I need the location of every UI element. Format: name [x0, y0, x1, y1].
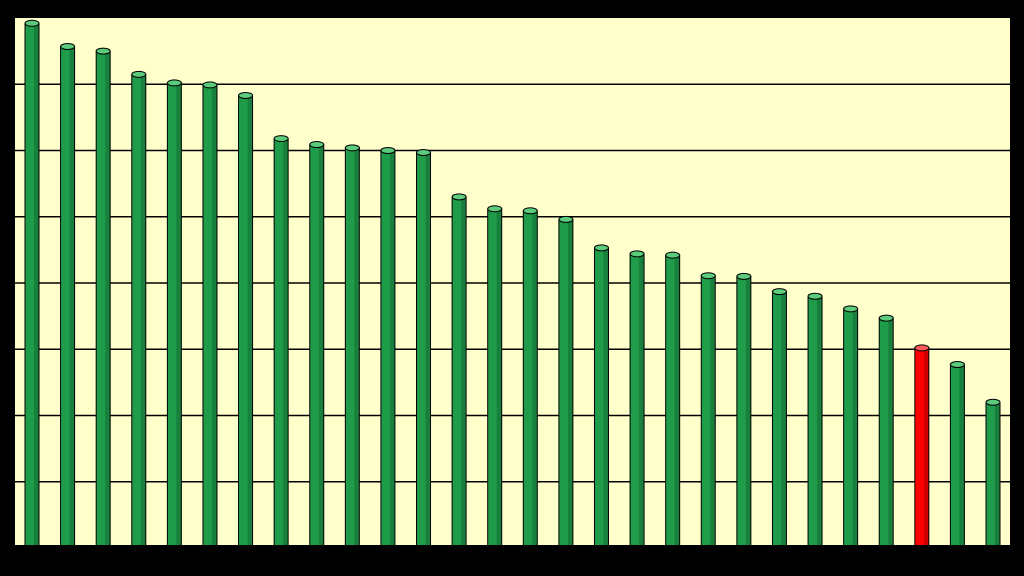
- bar-cap: [273, 135, 289, 143]
- bar-16: [558, 215, 574, 550]
- bar-shading: [34, 23, 39, 550]
- bar-cap: [202, 81, 218, 89]
- bar-shading: [781, 291, 787, 549]
- bar-shading: [817, 296, 823, 549]
- bar-11: [380, 147, 396, 550]
- bar-shading: [105, 51, 111, 549]
- bar-shading: [354, 147, 360, 549]
- bar-shading: [567, 219, 573, 549]
- bar-shading: [211, 84, 217, 549]
- bar-1: [24, 19, 40, 550]
- bar-3: [95, 47, 111, 550]
- bar-cap: [522, 207, 538, 215]
- bar-cap: [309, 141, 325, 149]
- bar-shading: [140, 74, 146, 549]
- bar-10: [344, 144, 360, 550]
- bar-cap: [807, 292, 823, 300]
- bar-cap: [487, 205, 503, 213]
- bar-shading: [461, 196, 467, 549]
- bar-cap: [843, 305, 859, 313]
- bar-highlighted: [914, 344, 930, 550]
- bar-cap: [914, 344, 930, 352]
- bar-shading: [674, 255, 680, 550]
- bar-14: [487, 205, 503, 550]
- bar-cap: [629, 250, 645, 258]
- bar-shading: [496, 208, 502, 550]
- bar-20: [700, 272, 716, 550]
- bar-27: [949, 360, 965, 550]
- bar-5: [166, 79, 182, 550]
- bar-shading: [995, 402, 1000, 549]
- bar-shading: [923, 347, 929, 549]
- bar-7: [238, 92, 254, 550]
- bar-shading: [888, 318, 894, 549]
- bar-8: [273, 135, 289, 550]
- bar-shading: [710, 275, 716, 549]
- bar-4: [131, 70, 147, 550]
- bar-cap: [771, 288, 787, 296]
- bar-12: [416, 148, 432, 550]
- bar-shading: [532, 210, 538, 549]
- bar-21: [736, 272, 752, 550]
- bar-cap: [700, 272, 716, 280]
- bar-shading: [283, 138, 289, 549]
- bar-cap: [131, 70, 147, 78]
- bar-shading: [425, 152, 431, 550]
- bar-28: [985, 398, 1001, 550]
- x-axis-floor: [14, 545, 1010, 555]
- bar-cap: [665, 251, 681, 259]
- bar-shading: [176, 82, 182, 550]
- bar-shading: [69, 46, 75, 550]
- bar-17: [593, 244, 609, 550]
- bar-cap: [380, 147, 396, 154]
- bar-cap: [985, 398, 1001, 406]
- bar-cap: [24, 19, 40, 27]
- bar-shading: [389, 150, 395, 549]
- bar-shading: [639, 253, 645, 549]
- bar-cap: [95, 47, 111, 55]
- bar-cap: [558, 215, 574, 223]
- bar-cap: [949, 360, 965, 368]
- bar-cap: [60, 42, 76, 50]
- bar-cap: [344, 144, 360, 152]
- bar-24: [843, 305, 859, 550]
- bar-cap: [238, 92, 254, 100]
- bar-22: [771, 288, 787, 550]
- bar-shading: [745, 276, 751, 549]
- bar-cap: [736, 272, 752, 280]
- bar-shading: [603, 247, 609, 549]
- bar-cap: [451, 193, 467, 201]
- bar-shading: [318, 144, 324, 549]
- bar-cap: [166, 79, 182, 87]
- bar-15: [522, 207, 538, 550]
- bars: [24, 19, 1001, 550]
- bar-cap: [878, 314, 894, 322]
- bar-cap: [416, 148, 432, 156]
- bar-19: [665, 251, 681, 550]
- bar-23: [807, 292, 823, 550]
- bar-25: [878, 314, 894, 550]
- bar-shading: [247, 95, 253, 549]
- bar-6: [202, 81, 218, 550]
- bar-9: [309, 141, 325, 550]
- bar-cap: [593, 244, 609, 252]
- bar-shading: [959, 364, 965, 549]
- bar-18: [629, 250, 645, 550]
- bar-2: [60, 42, 76, 550]
- bar-13: [451, 193, 467, 550]
- bar-shading: [852, 308, 858, 549]
